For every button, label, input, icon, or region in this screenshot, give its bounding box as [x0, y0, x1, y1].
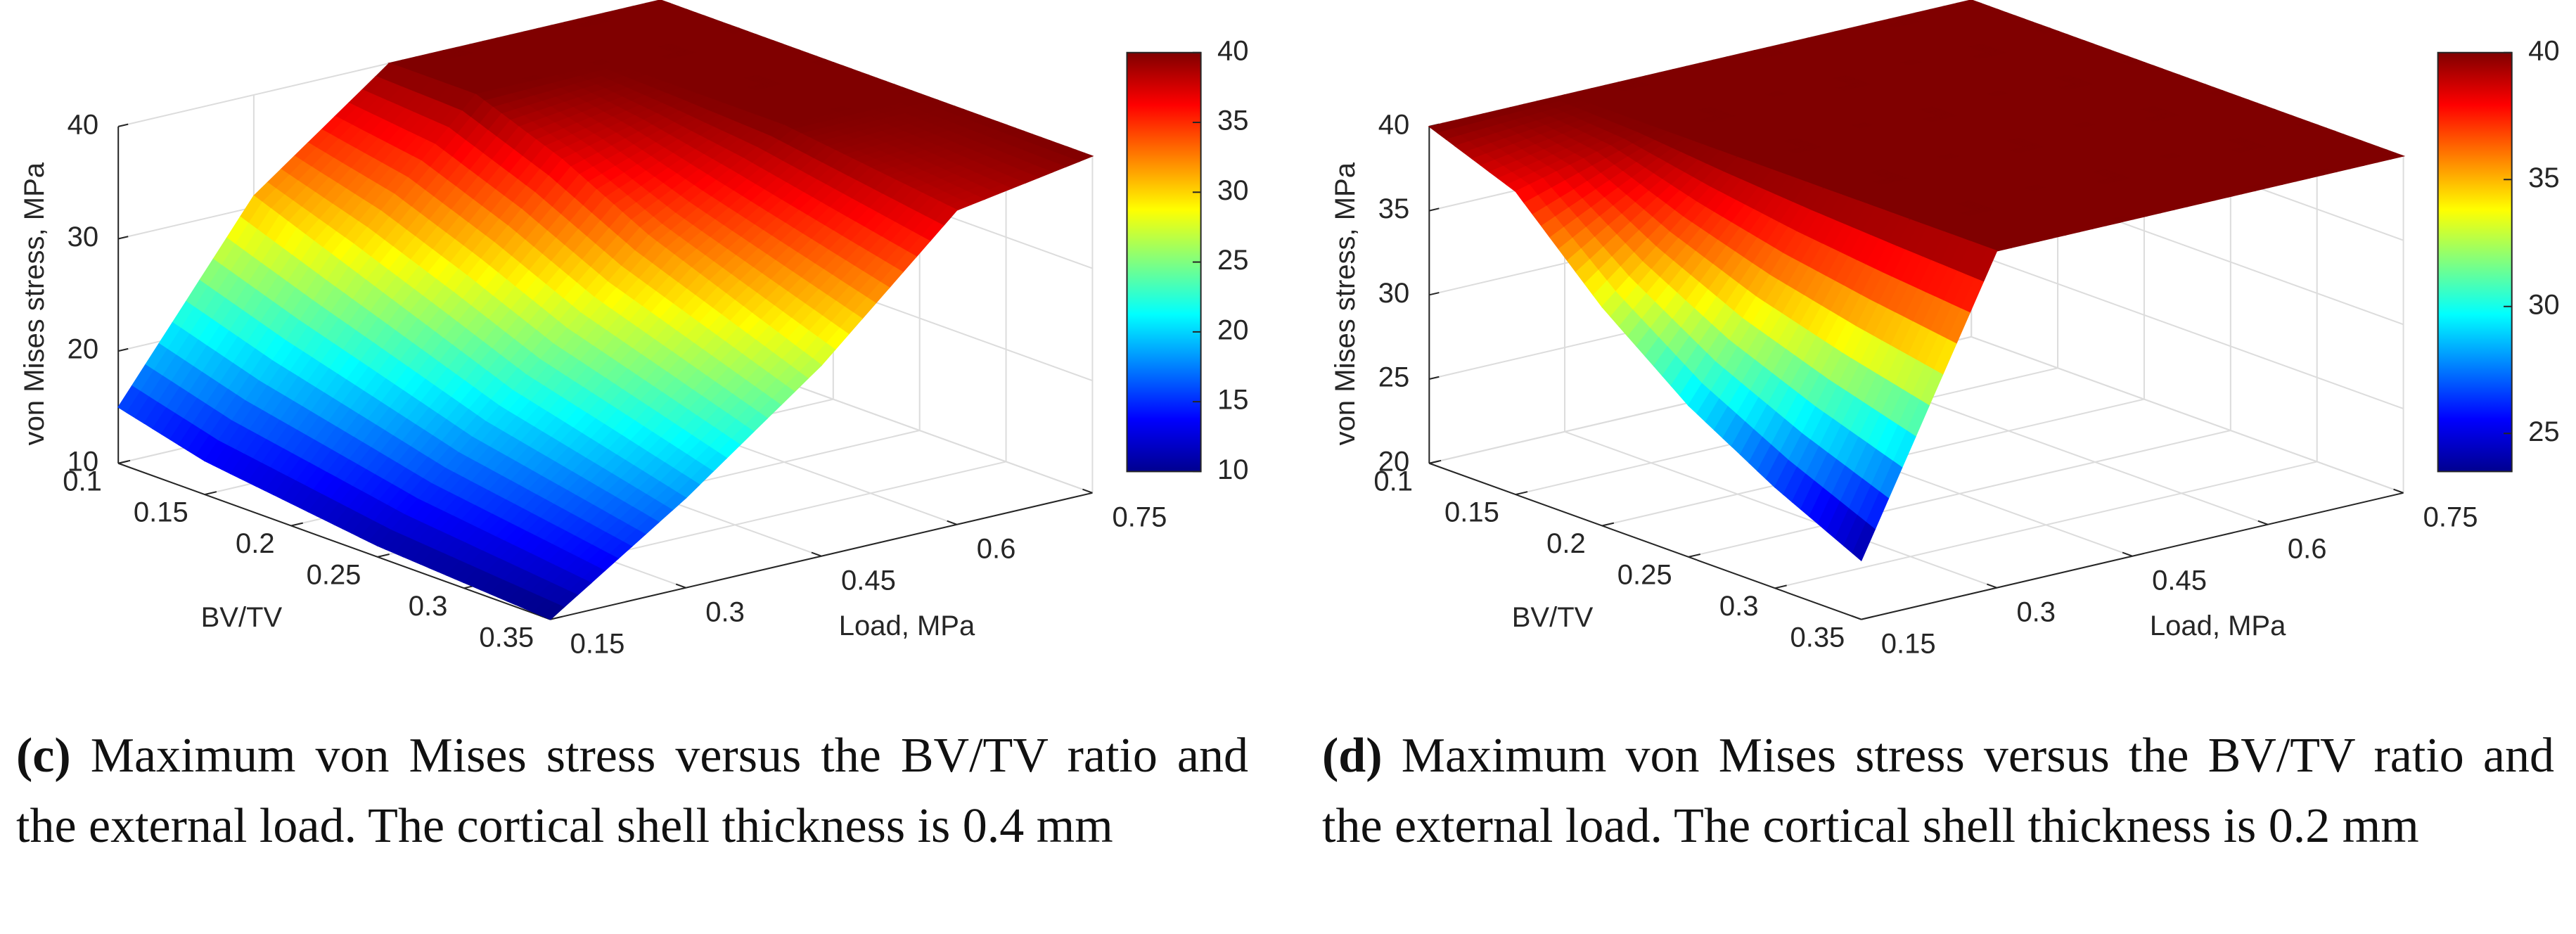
tick-mark [1601, 522, 1615, 527]
y-axis-label: Load, MPa [2150, 610, 2286, 641]
z-tick-label: 35 [1378, 193, 1410, 224]
caption-label: (d) [1322, 729, 1383, 783]
x-tick-label: 0.3 [1719, 591, 1759, 622]
tick-mark [947, 520, 958, 525]
tick-mark [377, 554, 390, 558]
tick-mark [1082, 488, 1093, 494]
tick-mark [1774, 584, 1787, 589]
z-axis-label: von Mises stress, MPa [19, 162, 50, 445]
x-tick-label: 0.2 [1546, 528, 1586, 559]
x-tick-label: 0.2 [236, 528, 275, 559]
tick-mark [675, 583, 686, 589]
colorbar [2437, 51, 2513, 473]
caption: (d) Maximum von Mises stress versus the … [1322, 721, 2554, 862]
tick-mark [117, 460, 129, 464]
colorbar-tick-label: 10 [1217, 454, 1249, 485]
y-axis-label: Load, MPa [839, 610, 975, 641]
x-axis-label: BV/TV [1512, 602, 1594, 633]
z-tick-label: 25 [1378, 362, 1410, 393]
y-tick-label: 0.15 [1881, 629, 1936, 660]
tick-mark [2122, 551, 2133, 557]
z-axis-label: von Mises stress, MPa [1330, 162, 1361, 445]
colorbar [1126, 51, 1202, 473]
grid-line [1971, 252, 2404, 410]
colorbar-tick-label: 15 [1217, 385, 1249, 416]
colorbar-tick-label: 25 [2528, 416, 2560, 447]
z-tick-label: 30 [1378, 278, 1410, 309]
x-tick-label: 0.15 [1444, 497, 1499, 528]
y-tick-label: 0.45 [2152, 565, 2207, 596]
tick-mark [2393, 488, 2404, 494]
z-tick-label: 40 [1378, 109, 1410, 140]
tick-mark [1861, 615, 1873, 620]
tick-mark [1429, 207, 1440, 212]
caption-text: Maximum von Mises stress versus the BV/T… [1322, 729, 2554, 853]
y-tick-label: 0.6 [977, 534, 1016, 565]
plot: 0.1 0.15 0.2 0.25 0.3 0.35 0.15 0.3 0.45 0.6 0.75 1… [19, 0, 1249, 660]
tick-mark [117, 236, 129, 240]
tick-mark [1429, 376, 1440, 380]
colorbar-tick-label: 30 [2528, 289, 2560, 320]
y-tick-label: 0.6 [2288, 534, 2327, 565]
y-tick-label: 0.3 [705, 597, 745, 628]
y-tick-label: 0.75 [1112, 502, 1167, 533]
x-tick-label: 0.35 [479, 622, 534, 653]
colorbar-tick-label: 35 [1217, 105, 1249, 136]
z-tick-label: 30 [68, 222, 99, 252]
z-tick-label: 40 [68, 109, 99, 140]
tick-mark [550, 615, 563, 620]
colorbar-tick-label: 40 [2528, 35, 2560, 66]
axis-line [117, 462, 551, 620]
x-axis-label: BV/TV [201, 602, 283, 633]
z-tick-label: 10 [68, 446, 99, 477]
plot: 0.10.150.20.250.30.35 0.150.30.450.60.752… [1330, 0, 2560, 660]
y-tick-label: 0.45 [841, 565, 896, 596]
colorbar-tick-label: 30 [1217, 175, 1249, 206]
figure: 0.1 0.15 0.2 0.25 0.3 0.35 0.15 0.3 0.45 0.6 0.75 1… [19, 0, 2560, 660]
tick-mark [1429, 292, 1440, 296]
y-tick-label: 0.15 [570, 629, 625, 660]
caption: (c) Maximum von Mises stress versus the … [16, 721, 1248, 862]
tick-mark [1851, 615, 1862, 620]
tick-mark [204, 491, 217, 496]
tick-mark [1688, 554, 1700, 558]
z-tick-label: 20 [1378, 446, 1410, 477]
colorbar-tick-label: 25 [1217, 245, 1249, 276]
tick-mark [117, 123, 129, 127]
caption-text: Maximum von Mises stress versus the BV/T… [16, 729, 1248, 853]
x-tick-label: 0.25 [1617, 559, 1672, 590]
grid-line [1971, 335, 2404, 494]
tick-mark [1515, 491, 1528, 496]
x-tick-label: 0.3 [409, 591, 448, 622]
y-tick-label: 0.3 [2016, 597, 2056, 628]
tick-mark [290, 522, 303, 527]
x-tick-label: 0.15 [134, 497, 188, 528]
caption-label: (c) [16, 729, 71, 783]
tick-mark [1429, 460, 1440, 464]
colorbar-tick-label: 40 [1217, 35, 1249, 66]
x-tick-label: 0.35 [1790, 622, 1845, 653]
x-tick-label: 0.25 [307, 559, 361, 590]
y-tick-label: 0.75 [2423, 502, 2478, 533]
z-tick-label: 20 [68, 334, 99, 365]
tick-mark [2257, 520, 2269, 525]
colorbar-tick-label: 35 [2528, 162, 2560, 193]
tick-mark [1987, 583, 1997, 589]
x-tick-label: 0.1 [63, 466, 102, 497]
tick-mark [811, 551, 822, 557]
tick-mark [117, 347, 129, 352]
colorbar-tick-label: 20 [1217, 314, 1249, 345]
